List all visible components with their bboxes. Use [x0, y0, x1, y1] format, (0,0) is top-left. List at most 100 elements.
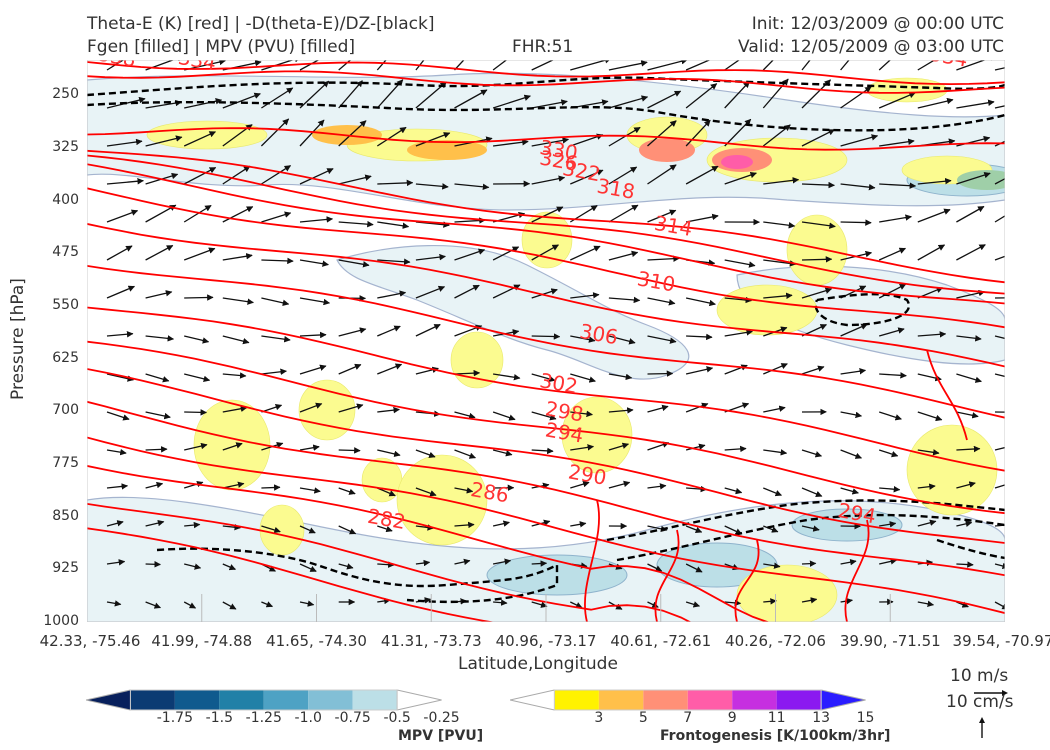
wind-vector — [647, 255, 680, 262]
colorbar-tick-label: -1.5 — [205, 710, 233, 726]
wind-vector — [994, 177, 1005, 185]
wind-vector — [956, 99, 995, 109]
wind-vector — [956, 411, 979, 419]
colorbar-segment — [174, 690, 220, 710]
wind-vector — [415, 559, 431, 567]
wind-vector — [956, 373, 982, 383]
wind-vector — [878, 92, 916, 109]
theta-e-contour — [734, 539, 760, 622]
wind-vector — [647, 297, 676, 306]
theta-e-contour — [584, 499, 600, 622]
wind-vector — [840, 219, 872, 226]
wind-vector — [917, 519, 937, 527]
wind-vector — [531, 99, 568, 109]
colorbar-segment — [308, 690, 353, 710]
wind-vector — [994, 67, 1005, 71]
theta-e-contour — [87, 127, 1005, 151]
wind-vector — [570, 245, 601, 261]
valid-time: Valid: 12/05/2009 @ 03:00 UTC — [738, 37, 1004, 57]
wind-vector — [724, 259, 756, 268]
colorbar-right-extension — [396, 689, 442, 711]
wind-vector — [608, 126, 641, 147]
y-tick-label: 1000 — [43, 613, 79, 629]
wind-vector — [956, 60, 997, 71]
wind-vector — [261, 297, 290, 306]
wind-vector — [454, 558, 471, 566]
wind-vector — [299, 364, 327, 375]
wind-vector — [299, 60, 320, 71]
wind-vector — [879, 558, 898, 565]
wind-vector — [454, 411, 476, 420]
wind-vector — [570, 60, 612, 71]
wind-vector — [647, 563, 663, 572]
wind-vector — [222, 297, 254, 305]
wind-vector — [801, 60, 811, 71]
wind-vector — [222, 523, 241, 531]
theta-e-contour — [87, 340, 1005, 515]
wind-vector — [685, 213, 719, 223]
wind-vector — [492, 520, 510, 527]
theta-e-contour — [87, 163, 1005, 305]
y-axis-title: Pressure [hPa] — [8, 278, 28, 400]
wind-vector — [299, 168, 334, 185]
wind-vector — [879, 485, 901, 493]
wind-vector — [956, 481, 976, 489]
wind-vector — [956, 520, 973, 527]
wind-vector — [840, 368, 867, 375]
wind-vector — [184, 409, 208, 416]
wind-vector — [647, 120, 677, 147]
colorbar-tick-label: -1.25 — [245, 710, 282, 726]
wind-vector — [917, 483, 936, 490]
wind-vector — [531, 447, 554, 455]
colorbar-segment — [263, 690, 309, 710]
colorbar-left-extension — [86, 689, 131, 711]
wind-vector — [840, 411, 863, 419]
wind-vector — [570, 373, 596, 383]
wind-vector — [801, 487, 823, 497]
wind-vector — [840, 134, 879, 147]
wind-vector — [338, 259, 370, 268]
wind-vector — [299, 600, 315, 607]
wind-vector — [724, 296, 753, 304]
wind-vector — [570, 169, 604, 185]
wind-vector — [106, 285, 135, 299]
wind-vector — [299, 525, 316, 534]
wind-vector — [917, 244, 946, 261]
axis-ticks — [201, 594, 891, 622]
wind-vector — [492, 558, 512, 565]
wind-vector — [338, 563, 354, 570]
wind-vector — [261, 257, 294, 265]
wind-vector — [222, 92, 261, 109]
wind-vector — [531, 411, 557, 421]
wind-vector — [492, 411, 516, 421]
wind-vector — [106, 373, 135, 382]
wind-vector — [299, 297, 331, 306]
x-tick-label: 40.61, -72.61 — [610, 632, 712, 650]
wind-vector — [840, 183, 876, 191]
wind-vector — [879, 138, 915, 147]
wind-vector — [531, 333, 561, 340]
wind-vector — [685, 563, 703, 573]
colorbar-tick-label: 7 — [683, 710, 693, 726]
wind-vector — [338, 487, 356, 495]
y-tick-label: 775 — [52, 454, 79, 471]
wind-vector — [415, 221, 450, 228]
colorbar-tick-label: -0.5 — [383, 710, 411, 726]
colorbar-tick-label: 15 — [856, 710, 875, 726]
theta-e-contour — [87, 61, 1005, 86]
wind-vector — [724, 599, 742, 607]
wind-vector — [994, 562, 1005, 570]
wind-vector — [917, 411, 943, 422]
wind-vector — [106, 559, 126, 566]
wind-vector — [106, 138, 143, 147]
wind-vector — [685, 443, 706, 451]
wind-vector — [184, 294, 214, 301]
wind-vector — [338, 525, 357, 535]
wind-vector — [377, 561, 395, 568]
wind-vector — [956, 561, 974, 568]
wind-vector — [917, 208, 951, 223]
wind-vector — [879, 327, 905, 337]
colorbar-tick-label: 5 — [638, 710, 648, 726]
wind-vector — [377, 363, 403, 375]
wind-vector — [106, 209, 139, 223]
